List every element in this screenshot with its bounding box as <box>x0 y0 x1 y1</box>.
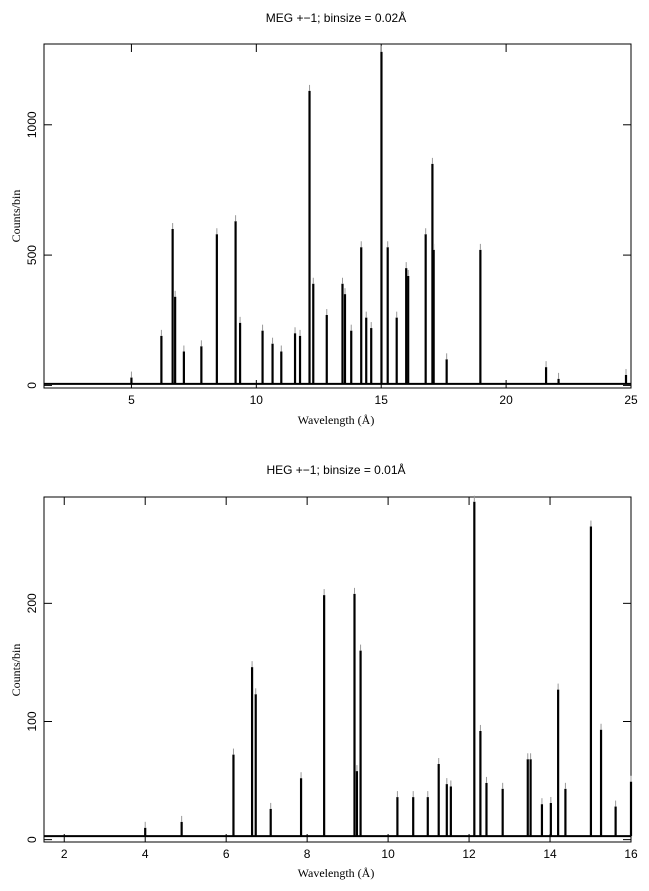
meg-x-tick-label: 5 <box>128 393 135 407</box>
heg-x-tick-label: 14 <box>543 847 557 861</box>
meg-y-axis-label: Counts/bin <box>9 190 23 243</box>
heg-x-tick-label: 8 <box>304 847 311 861</box>
meg-x-tick-label: 25 <box>624 393 638 407</box>
meg-y-tick-label: 500 <box>25 245 39 265</box>
heg-y-tick-label: 200 <box>25 593 39 613</box>
heg-x-tick-label: 4 <box>142 847 149 861</box>
meg-plot-frame <box>43 43 632 389</box>
heg-x-tick-label: 6 <box>223 847 230 861</box>
heg-y-axis-label: Counts/bin <box>9 644 23 697</box>
heg-spectrum-line <box>44 495 633 838</box>
meg-x-tick-label: 10 <box>250 393 264 407</box>
meg-x-tick-label: 20 <box>499 393 513 407</box>
meg-chart-title: MEG +−1; binsize = 0.02Å <box>266 10 406 25</box>
heg-y-tick-label: 0 <box>25 836 39 843</box>
meg-x-axis-label: Wavelength (Å) <box>298 413 375 427</box>
heg-x-tick-label: 12 <box>462 847 476 861</box>
heg-y-tick-label: 100 <box>25 711 39 731</box>
meg-y-tick-label: 1000 <box>25 111 39 138</box>
meg-spectrum-line <box>44 45 631 385</box>
heg-axis-ticks: 2 4 6 8 10 12 14 16 0 100 200 <box>25 497 638 861</box>
heg-x-tick-label: 10 <box>381 847 395 861</box>
meg-spectrum-chart: MEG +−1; binsize = 0.02Å 5 10 15 20 25 0 500 10… <box>9 10 638 427</box>
heg-x-tick-label: 16 <box>624 847 638 861</box>
heg-spectrum-chart: HEG +−1; binsize = 0.01Å 2 4 6 8 10 12 14 16 0 10… <box>9 462 638 880</box>
meg-y-tick-label: 0 <box>25 382 39 389</box>
heg-x-tick-label: 2 <box>61 847 68 861</box>
heg-plot-frame <box>43 496 632 843</box>
heg-chart-title: HEG +−1; binsize = 0.01Å <box>266 462 405 477</box>
meg-axis-ticks: 5 10 15 20 25 0 500 1000 <box>25 44 638 407</box>
heg-x-axis-label: Wavelength (Å) <box>298 866 375 880</box>
meg-x-tick-label: 15 <box>375 393 389 407</box>
